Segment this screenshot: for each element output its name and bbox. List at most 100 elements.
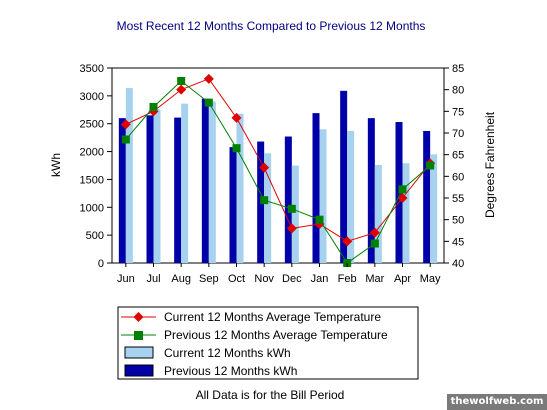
- x-tick-label: Nov: [254, 273, 274, 285]
- y2-tick-label: 65: [452, 150, 464, 162]
- point-current-temp-feb: [342, 236, 353, 247]
- point-current-temp-apr: [397, 193, 408, 203]
- bar-previous-kwh-may: [423, 130, 431, 263]
- y2-axis-label: Degrees Fahrenheit: [483, 111, 497, 218]
- bar-current-kwh-aug: [181, 103, 189, 264]
- legend-label-previous-temp: Previous 12 Months Average Temperature: [164, 328, 388, 342]
- bar-current-kwh-dec: [291, 165, 299, 263]
- plot-frame: [111, 67, 445, 264]
- bar-previous-kwh-oct: [229, 147, 237, 263]
- x-tick-label: Aug: [171, 273, 191, 285]
- y-tick-label: 0: [98, 258, 104, 270]
- bar-previous-kwh-sep: [201, 98, 209, 264]
- legend-label-previous-kwh: Previous 12 Months kWh: [164, 364, 297, 378]
- bar-previous-kwh-aug: [174, 117, 182, 263]
- legend-square-marker: [134, 331, 143, 340]
- bar-previous-kwh-mar: [367, 118, 375, 264]
- watermark-logo: thewolfweb.com: [447, 394, 547, 410]
- point-previous-temp-dec: [287, 204, 296, 213]
- x-tick-label: May: [420, 273, 441, 285]
- bar-previous-kwh-jul: [146, 115, 154, 263]
- point-previous-temp-may: [426, 161, 435, 170]
- y-tick-label: 500: [86, 230, 104, 242]
- legend-box: [117, 306, 419, 380]
- chart-title: Most Recent 12 Months Compared to Previo…: [117, 19, 426, 33]
- y2-tick-label: 75: [452, 106, 464, 118]
- point-current-temp-oct: [231, 112, 242, 123]
- bar-previous-kwh-jan: [312, 113, 320, 263]
- point-previous-temp-aug: [177, 77, 186, 85]
- bar-current-kwh-mar: [374, 164, 382, 263]
- line-previous-temp: [125, 80, 431, 264]
- x-tick-label: Feb: [338, 273, 357, 285]
- y-axis-label: kWh: [49, 153, 63, 177]
- right-axis-ticks: 40 45 50 55 60 65 70 75 80 85: [444, 63, 464, 270]
- y2-tick-label: 40: [452, 258, 464, 270]
- x-tick-label: Mar: [365, 273, 384, 285]
- bar-current-kwh-nov: [264, 153, 272, 263]
- y-tick-label: 2500: [80, 119, 104, 131]
- bar-current-kwh-may: [430, 154, 438, 263]
- x-tick-label: Jun: [117, 273, 135, 285]
- x-axis-ticks: Jun Jul Aug Sep Oct Nov Dec Jan Feb Mar Apr May: [117, 263, 441, 285]
- legend-label-current-temp: Current 12 Months Average Temperature: [164, 310, 381, 324]
- point-current-temp-jun: [120, 119, 131, 130]
- x-tick-label: Jan: [311, 273, 329, 285]
- x-tick-label: Oct: [228, 273, 245, 285]
- point-current-temp-dec: [286, 223, 297, 234]
- y-tick-label: 2000: [80, 147, 104, 159]
- y2-tick-label: 45: [452, 236, 464, 248]
- y-tick-label: 1000: [80, 202, 104, 214]
- y2-tick-label: 85: [452, 63, 464, 75]
- x-tick-label: Jul: [146, 273, 160, 285]
- line-current-temp: [125, 78, 431, 242]
- point-previous-temp-jul: [149, 103, 158, 111]
- bar-current-kwh-jun: [125, 88, 133, 263]
- legend-previous-kwh-swatch: [124, 364, 154, 377]
- point-previous-temp-sep: [204, 98, 213, 107]
- point-previous-temp-oct: [232, 144, 241, 153]
- bar-previous-kwh-feb: [340, 90, 348, 263]
- legend: Current 12 Months Average Temperature Pr…: [117, 306, 419, 380]
- legend-item-current-kwh: Current 12 Months kWh: [124, 346, 291, 360]
- y2-tick-label: 50: [452, 215, 464, 227]
- legend-label-current-kwh: Current 12 Months kWh: [164, 346, 291, 360]
- bar-current-kwh-jul: [153, 109, 161, 263]
- plot-area: 0 500 1000 1500 2000 2500 3000 3500 40 45 50 55 60 6…: [80, 63, 465, 285]
- x-tick-label: Apr: [394, 273, 411, 285]
- bar-previous-kwh-jun: [118, 118, 126, 264]
- x-tick-label: Dec: [282, 273, 302, 285]
- bar-current-kwh-feb: [347, 130, 355, 263]
- bar-previous-kwh-dec: [284, 136, 292, 263]
- y-tick-label: 3000: [80, 91, 104, 103]
- bar-current-kwh-jan: [319, 129, 327, 263]
- y-tick-label: 3500: [80, 63, 104, 75]
- bar-current-kwh-sep: [208, 101, 216, 263]
- bars-group: [118, 88, 438, 264]
- legend-item-previous-temp: Previous 12 Months Average Temperature: [121, 328, 388, 342]
- point-previous-temp-nov: [260, 196, 269, 205]
- y2-tick-label: 55: [452, 193, 464, 205]
- legend-diamond-marker: [133, 312, 144, 322]
- point-previous-temp-jan: [315, 215, 324, 224]
- bar-current-kwh-oct: [236, 113, 244, 263]
- point-current-temp-sep: [203, 73, 214, 84]
- point-previous-temp-mar: [370, 239, 379, 248]
- y2-tick-label: 60: [452, 171, 464, 183]
- footer-note: All Data is for the Bill Period: [196, 388, 345, 402]
- point-previous-temp-apr: [398, 185, 407, 194]
- legend-item-previous-kwh: Previous 12 Months kWh: [124, 364, 297, 378]
- point-previous-temp-jun: [121, 135, 130, 144]
- point-current-temp-mar: [369, 227, 380, 238]
- y-tick-label: 1500: [80, 174, 104, 186]
- point-current-temp-aug: [176, 84, 187, 95]
- legend-item-current-temp: Current 12 Months Average Temperature: [121, 310, 381, 324]
- legend-current-kwh-swatch: [124, 346, 154, 359]
- y2-tick-label: 80: [452, 85, 464, 97]
- bar-current-kwh-apr: [402, 163, 410, 263]
- x-tick-label: Sep: [199, 273, 219, 285]
- y2-tick-label: 70: [452, 128, 464, 140]
- left-axis-ticks: 0 500 1000 1500 2000 2500 3000 3500: [80, 63, 112, 270]
- point-current-temp-nov: [259, 162, 270, 173]
